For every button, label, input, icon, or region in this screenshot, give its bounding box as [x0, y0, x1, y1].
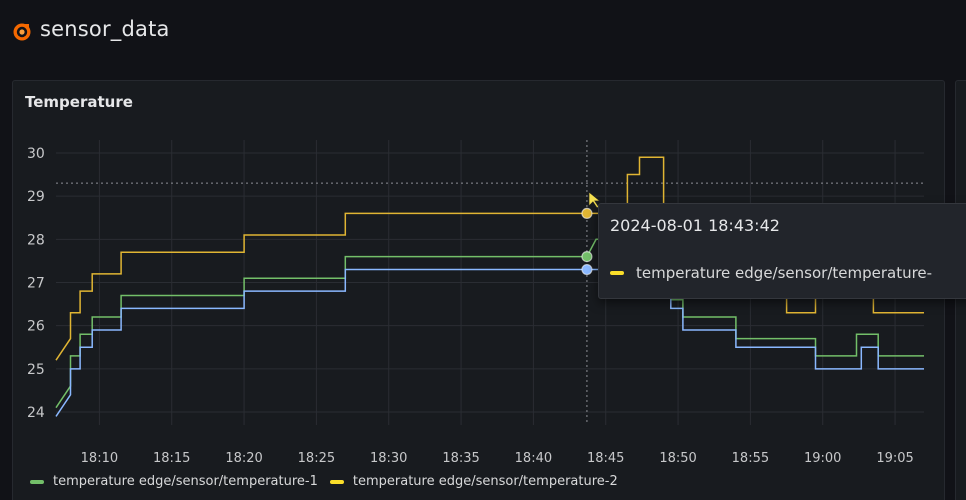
x-tick-label: 18:45 [587, 451, 624, 466]
legend-item-temperature-1[interactable]: temperature edge/sensor/temperature-1 [30, 474, 318, 489]
hover-point-3 [581, 263, 593, 276]
legend-swatch [329, 479, 344, 484]
cursor-arrow [588, 191, 602, 209]
mouse-cursor-icon [588, 191, 602, 209]
x-axis: 18:10 18:15 18:20 18:25 18:30 18:35 18:40 18:45… [81, 451, 914, 466]
tooltip-time: 2024-08-01 18:43:42 [610, 216, 780, 235]
hover-tooltip: 2024-08-01 18:43:42 temperature edge/sen… [598, 203, 966, 299]
tooltip-series-label: temperature edge/sensor/temperature- [636, 264, 933, 282]
x-tick-label: 18:20 [225, 451, 262, 466]
x-tick-label: 18:25 [298, 451, 335, 466]
x-tick-label: 18:50 [659, 451, 696, 466]
hover-point-2 [581, 207, 593, 220]
legend-label: temperature edge/sensor/temperature-1 [53, 474, 318, 489]
hover-markers [581, 207, 593, 276]
x-tick-label: 18:30 [370, 451, 407, 466]
x-tick-label: 18:55 [732, 451, 769, 466]
tooltip-row: temperature edge/sensor/temperature- [610, 264, 932, 282]
tooltip-color-swatch [610, 271, 624, 275]
y-tick-label: 29 [27, 189, 45, 205]
legend-label: temperature edge/sensor/temperature-2 [352, 474, 618, 489]
x-tick-label: 18:10 [81, 451, 118, 466]
y-tick-label: 28 [27, 232, 45, 248]
panel-title[interactable]: Temperature [25, 93, 133, 111]
y-tick-label: 25 [27, 362, 45, 378]
grafana-logo-icon[interactable] [12, 22, 32, 42]
legend-item-temperature-2[interactable]: temperature edge/sensor/temperature-2 [329, 474, 618, 489]
x-tick-label: 18:40 [515, 451, 552, 466]
series-line-1 [55, 238, 924, 409]
x-tick-label: 18:15 [153, 451, 190, 466]
y-tick-label: 24 [27, 405, 45, 421]
legend-swatch [30, 479, 44, 484]
x-tick-label: 19:05 [876, 451, 913, 466]
y-tick-label: 27 [27, 276, 45, 292]
y-tick-label: 30 [27, 146, 45, 162]
x-tick-label: 18:35 [442, 451, 479, 466]
x-tick-label: 19:00 [804, 451, 841, 466]
dashboard-header: sensor_data [0, 0, 966, 62]
dashboard-title[interactable]: sensor_data [40, 17, 170, 41]
y-axis: 24 25 26 27 28 29 30 [27, 146, 45, 421]
y-tick-label: 26 [27, 319, 45, 335]
chart-legend: temperature edge/sensor/temperature-1 te… [30, 474, 630, 489]
hover-point-1 [581, 250, 593, 263]
